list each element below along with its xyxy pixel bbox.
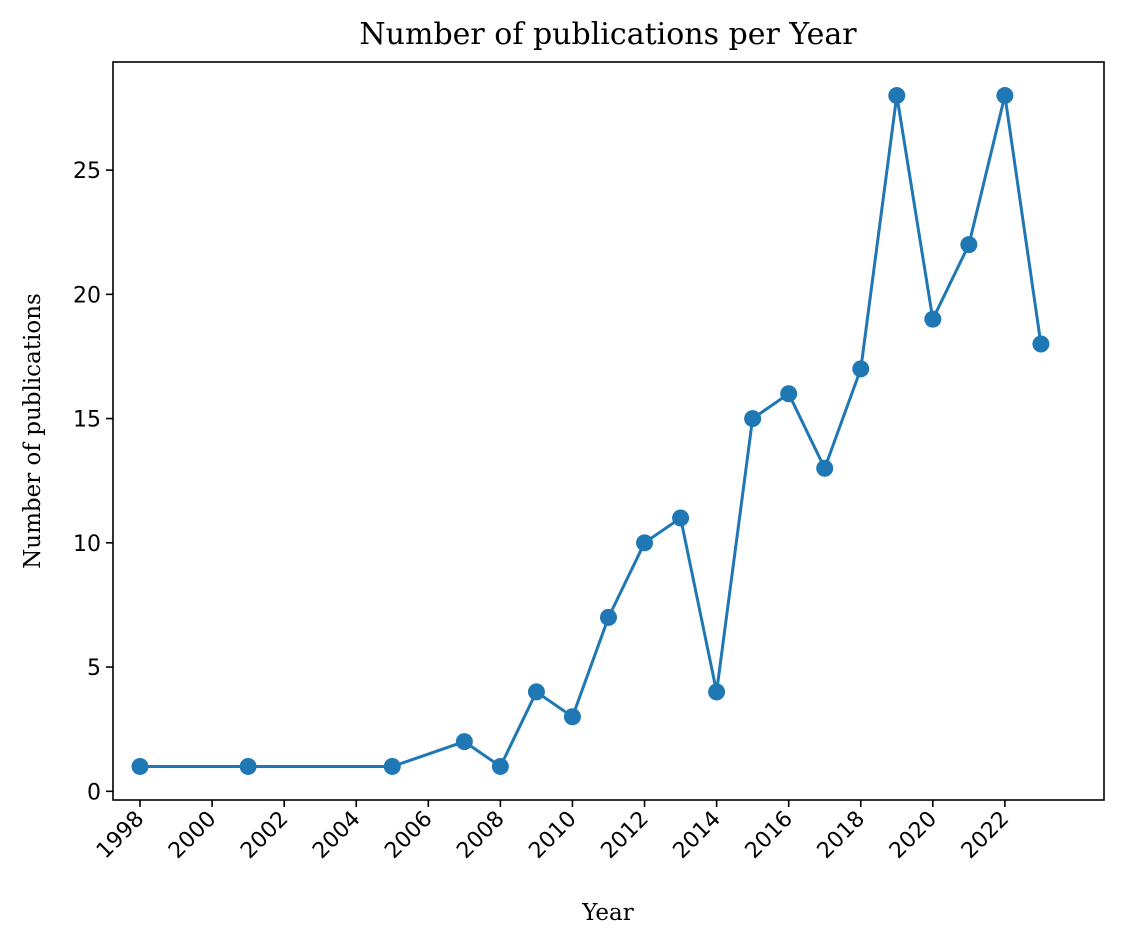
series-line xyxy=(140,94,1043,768)
data-point xyxy=(600,608,617,626)
x-tick-label: 2002 xyxy=(236,807,293,864)
data-point xyxy=(455,733,473,751)
data-point xyxy=(780,385,798,403)
data-point xyxy=(708,683,726,701)
x-axis: 1998 2000 2002 2004 2006 2008 2010 2012 2014 2016… xyxy=(92,800,1014,864)
data-point xyxy=(1032,335,1050,353)
x-tick-label: 2018 xyxy=(813,807,870,864)
data-point xyxy=(888,87,906,105)
data-point xyxy=(527,683,545,701)
chart-title: Number of publications per Year xyxy=(359,17,857,52)
x-tick-label: 2004 xyxy=(308,807,365,864)
series-points xyxy=(131,87,1050,775)
x-tick-label: 2014 xyxy=(669,807,726,864)
x-tick-label: 2020 xyxy=(885,807,942,864)
y-tick-label: 20 xyxy=(73,283,101,308)
x-tick-label: 2012 xyxy=(597,807,654,864)
y-tick-label: 25 xyxy=(73,159,101,184)
x-tick-label: 2008 xyxy=(452,807,509,864)
y-tick-label: 10 xyxy=(73,532,101,557)
data-point xyxy=(960,236,978,254)
data-point xyxy=(924,310,942,328)
data-point xyxy=(636,534,654,552)
data-point xyxy=(563,708,581,726)
data-point xyxy=(744,410,762,428)
data-point xyxy=(239,757,257,775)
data-point xyxy=(852,360,870,378)
data-point xyxy=(131,757,149,775)
x-tick-label: 2016 xyxy=(741,807,798,864)
data-point xyxy=(672,509,690,527)
x-axis-label: Year xyxy=(581,900,634,926)
y-tick-label: 5 xyxy=(87,656,101,681)
y-axis: 0 5 10 15 20 25 xyxy=(73,159,113,805)
data-point xyxy=(383,757,401,775)
x-tick-label: 2010 xyxy=(524,807,581,864)
data-point xyxy=(491,757,509,775)
y-tick-label: 0 xyxy=(87,780,101,805)
x-tick-label: 2000 xyxy=(164,807,221,864)
x-tick-label: 1998 xyxy=(92,807,149,864)
y-tick-label: 15 xyxy=(73,408,101,433)
data-point xyxy=(816,459,834,477)
x-tick-label: 2022 xyxy=(957,807,1014,864)
y-axis-label: Number of publications xyxy=(20,293,46,569)
x-tick-label: 2006 xyxy=(380,807,437,864)
plot-area xyxy=(112,61,1105,801)
data-point xyxy=(996,87,1014,105)
